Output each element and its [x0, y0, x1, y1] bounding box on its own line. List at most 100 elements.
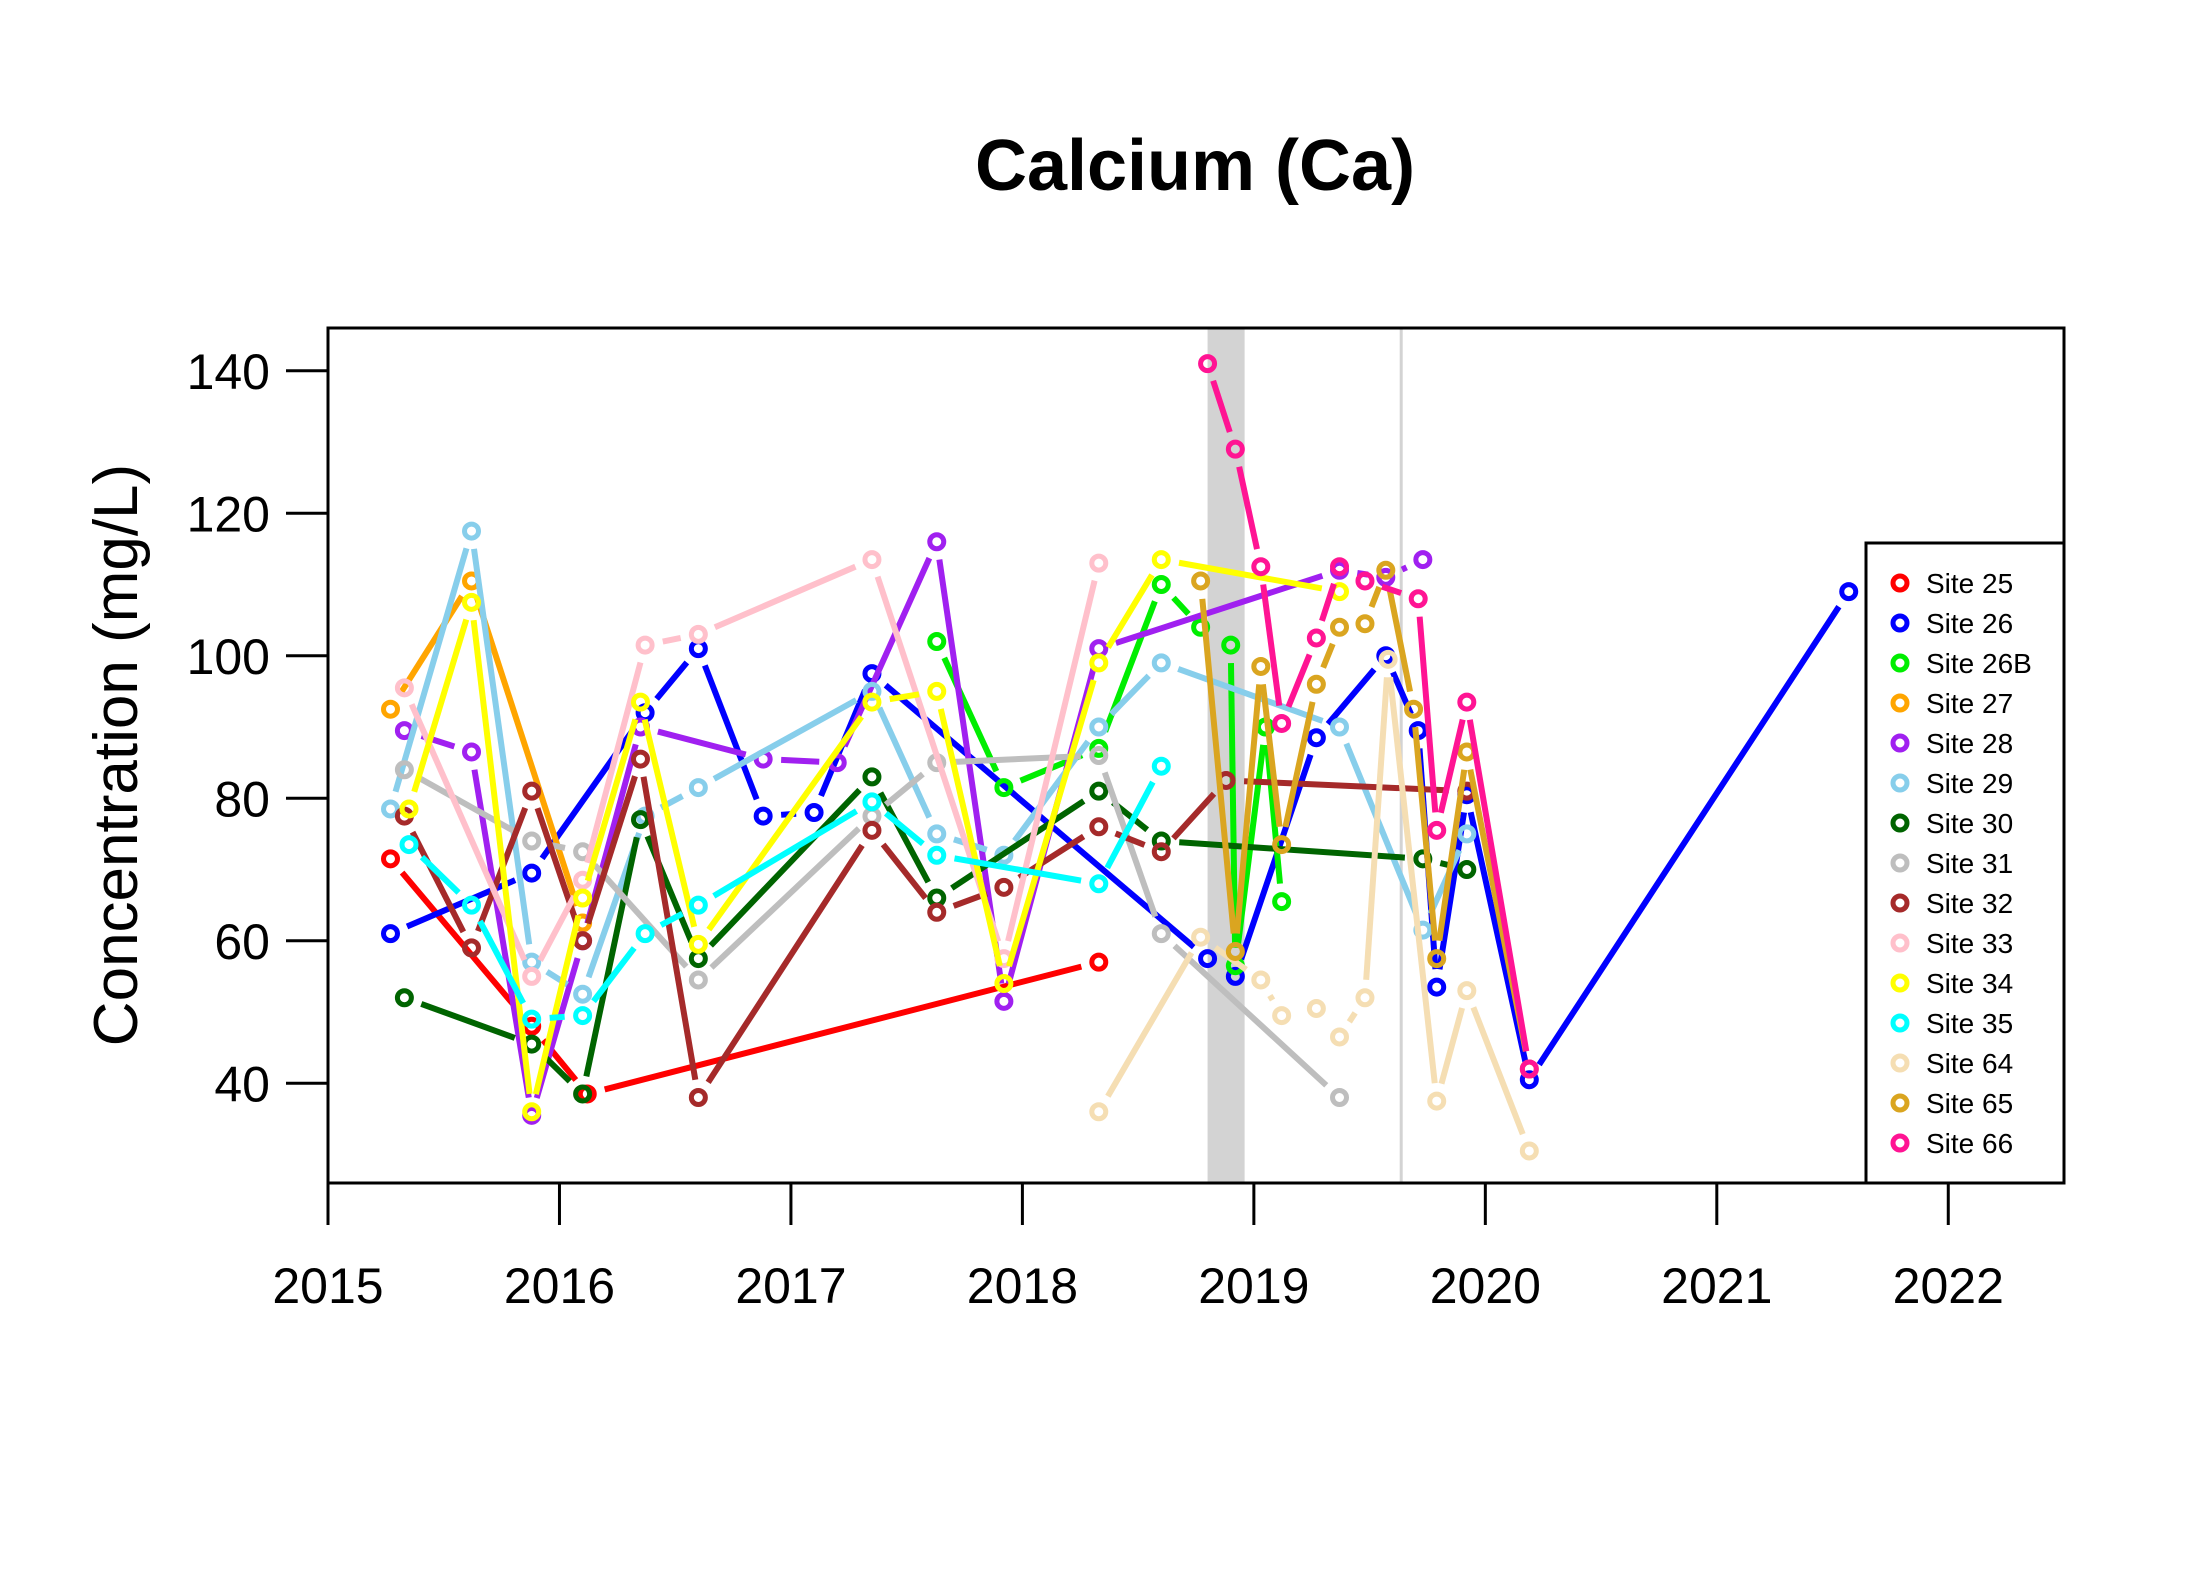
- series-line-segment: [662, 634, 682, 645]
- series-line-segment: [1343, 742, 1419, 915]
- data-point: [1089, 781, 1109, 801]
- legend-marker: [1890, 1093, 1910, 1113]
- data-point: [1089, 653, 1109, 673]
- data-point: [1457, 692, 1477, 712]
- series-line-segment: [591, 946, 637, 1004]
- x-tick-label: 2017: [735, 1258, 846, 1314]
- legend-marker: [1890, 1133, 1910, 1153]
- legend-item: Site 34: [1890, 968, 2013, 999]
- series-line-segment: [1320, 642, 1336, 669]
- data-point: [1089, 738, 1109, 758]
- data-point: [1519, 1059, 1539, 1079]
- data-point: [522, 1102, 542, 1122]
- legend-label: Site 29: [1926, 768, 2013, 799]
- data-point: [1427, 1091, 1447, 1111]
- data-point: [394, 760, 414, 780]
- data-point: [462, 895, 482, 915]
- series-line-segment: [477, 919, 526, 1005]
- series-line-segment: [654, 660, 690, 701]
- series-line-segment: [1285, 653, 1313, 708]
- series-line-segment: [1114, 572, 1324, 646]
- data-point: [573, 931, 593, 951]
- data-point: [994, 778, 1014, 798]
- data-point: [1151, 653, 1171, 673]
- series-line-segment: [603, 963, 1083, 1093]
- data-point: [573, 888, 593, 908]
- data-point: [630, 810, 650, 830]
- series-line-segment: [780, 756, 820, 765]
- series-line-segment: [1319, 582, 1337, 622]
- data-point: [1378, 649, 1398, 669]
- series-line-segment: [706, 714, 864, 932]
- series-layer: [380, 354, 1859, 1161]
- series-line-segment: [1386, 587, 1413, 693]
- data-point: [1272, 713, 1292, 733]
- legend: Site 25 Site 26 Site 26B Site 27 Site 28 Site…: [1864, 541, 2066, 1185]
- data-point: [522, 1016, 542, 1036]
- series-line-segment: [1171, 595, 1191, 617]
- series-line-segment: [1233, 684, 1263, 934]
- data-point: [1225, 966, 1245, 986]
- y-tick-label: 140: [187, 344, 270, 400]
- data-point: [1272, 835, 1292, 855]
- series-line-segment: [585, 775, 638, 925]
- data-point: [1376, 567, 1396, 587]
- legend-label: Site 64: [1926, 1048, 2013, 1079]
- data-point: [380, 799, 400, 819]
- series-line-segment: [409, 830, 467, 934]
- legend-label: Site 30: [1926, 808, 2013, 839]
- data-point: [1198, 354, 1218, 374]
- series-line-segment: [712, 808, 859, 899]
- series-site-25: [380, 849, 1109, 1104]
- y-tick-label: 40: [214, 1056, 270, 1112]
- data-point: [399, 835, 419, 855]
- data-point: [635, 635, 655, 655]
- series-line-segment: [1171, 791, 1217, 841]
- legend-marker: [1890, 853, 1910, 873]
- data-point: [1306, 998, 1326, 1018]
- data-point: [522, 1009, 542, 1029]
- data-point: [862, 767, 882, 787]
- series-line-segment: [712, 697, 858, 782]
- legend-item: Site 33: [1890, 928, 2013, 959]
- series-line-segment: [1387, 676, 1438, 1084]
- series-line-segment: [1437, 718, 1466, 814]
- series-line-segment: [876, 706, 933, 819]
- data-point: [1355, 614, 1375, 634]
- series-line-segment: [392, 547, 470, 793]
- data-point: [1839, 582, 1859, 602]
- data-point: [688, 1088, 708, 1107]
- series-line-segment: [1006, 679, 1097, 968]
- series-line-segment: [1177, 666, 1324, 724]
- data-point: [1225, 439, 1245, 459]
- data-point: [1089, 746, 1109, 765]
- x-tick-label: 2018: [967, 1258, 1078, 1314]
- series-line-segment: [877, 791, 931, 884]
- series-line-segment: [1467, 811, 1529, 1063]
- y-tick-label: 80: [214, 771, 270, 827]
- legend-marker: [1890, 973, 1910, 993]
- series-line-segment: [941, 656, 1000, 773]
- data-point: [630, 692, 650, 712]
- series-line-segment: [889, 691, 920, 703]
- data-point: [1330, 557, 1350, 577]
- series-line-segment: [708, 787, 862, 948]
- series-line-segment: [1470, 1006, 1526, 1136]
- series-line-segment: [1368, 585, 1383, 609]
- data-point: [688, 934, 708, 954]
- series-site-65: [1191, 560, 1539, 1079]
- data-point: [862, 692, 882, 712]
- data-point: [1330, 1088, 1350, 1107]
- series-line-segment: [584, 661, 644, 864]
- series-line-segment: [397, 594, 465, 696]
- series-line-segment: [883, 771, 925, 807]
- series-line-segment: [542, 1054, 572, 1084]
- series-line-segment: [1536, 605, 1842, 1067]
- data-point: [927, 824, 947, 844]
- data-point: [994, 877, 1014, 897]
- legend-label: Site 65: [1926, 1088, 2013, 1119]
- series-line-segment: [1436, 769, 1468, 942]
- legend-marker: [1890, 1013, 1910, 1033]
- series-line-segment: [1199, 598, 1237, 934]
